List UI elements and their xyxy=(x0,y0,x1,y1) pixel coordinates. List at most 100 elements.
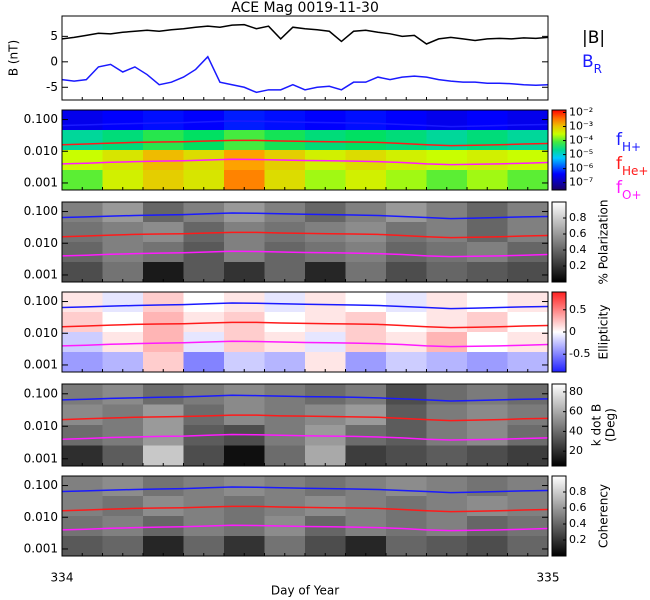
heat-cell xyxy=(426,222,468,243)
legend-name: f xyxy=(616,154,623,174)
heat-cell xyxy=(143,150,184,171)
legend-name: B xyxy=(582,52,594,72)
heat-cell xyxy=(224,202,265,223)
heat-cell xyxy=(102,516,144,537)
heat-cell xyxy=(102,496,144,517)
heat-cell xyxy=(467,150,508,171)
heat-cell xyxy=(143,332,184,353)
heat-cell xyxy=(345,130,387,151)
colorbar-tick-label: 0.8 xyxy=(569,211,587,224)
heat-cell xyxy=(264,404,306,426)
heat-cell xyxy=(467,170,508,190)
y-axis-label: B (nT) xyxy=(7,40,21,76)
heat-cell xyxy=(305,496,346,517)
heat-cell xyxy=(102,384,144,405)
heat-cell xyxy=(426,242,468,263)
heat-cell xyxy=(224,332,265,353)
y-tick-label: 0.100 xyxy=(24,204,58,218)
series-line xyxy=(62,212,548,220)
heat-cell xyxy=(507,130,548,151)
heat-cell xyxy=(102,150,144,171)
legend-name: |B| xyxy=(582,28,605,48)
heat-cell xyxy=(224,425,265,446)
heat-cell xyxy=(102,170,144,190)
heat-cell xyxy=(507,170,548,190)
y-tick-label: 0.100 xyxy=(24,478,58,492)
heat-cell xyxy=(102,536,144,556)
heat-cell xyxy=(102,110,144,131)
heat-cell xyxy=(386,312,427,333)
x-axis-label: Day of Year xyxy=(271,584,339,598)
colorbar-tick-label: 40 xyxy=(569,424,583,437)
heat-cell xyxy=(143,384,184,405)
heat-cell xyxy=(62,404,103,426)
heat-cell xyxy=(305,110,346,131)
heat-cell xyxy=(386,202,427,223)
heat-cell xyxy=(224,536,265,556)
heat-cell xyxy=(426,262,468,282)
colorbar xyxy=(551,383,567,467)
legend-subscript: He+ xyxy=(622,164,648,178)
heat-cell xyxy=(345,312,387,333)
heat-cell xyxy=(345,242,387,263)
heat-cell xyxy=(62,536,103,556)
legend-subscript: O+ xyxy=(622,188,642,202)
heat-cell xyxy=(467,352,508,372)
y-tick-label: 0.001 xyxy=(24,175,58,189)
heat-cell xyxy=(62,150,103,171)
y-tick-label: 0 xyxy=(50,54,58,68)
heat-cell xyxy=(386,516,427,537)
heat-cell xyxy=(386,222,427,243)
heat-cell xyxy=(345,222,387,243)
heat-cell xyxy=(426,476,468,497)
heat-cell xyxy=(507,536,548,556)
heat-cell xyxy=(386,404,427,426)
heat-cell xyxy=(264,170,306,190)
heat-cell xyxy=(467,516,508,537)
heat-cell xyxy=(426,352,468,372)
plot-area xyxy=(62,384,548,466)
heat-cell xyxy=(426,292,468,313)
heat-cell xyxy=(467,110,508,131)
heat-cell xyxy=(62,425,103,446)
heat-cell xyxy=(224,476,265,497)
heat-cell xyxy=(264,110,306,131)
series-line xyxy=(62,414,548,422)
legend-name: f xyxy=(616,178,623,198)
y-tick-label: 5 xyxy=(50,29,58,43)
heat-cell xyxy=(102,242,144,263)
heat-cell xyxy=(62,312,103,333)
heat-cell xyxy=(507,516,548,537)
colorbar-tick-label: 0.6 xyxy=(569,227,587,240)
heat-cell xyxy=(345,332,387,353)
heat-cell xyxy=(426,496,468,517)
heat-cell xyxy=(224,170,265,190)
heat-cell xyxy=(102,222,144,243)
heat-cell xyxy=(62,130,103,151)
heat-cell xyxy=(386,384,427,405)
heat-cell xyxy=(143,110,184,131)
heat-cell xyxy=(62,242,103,263)
heat-cell xyxy=(305,170,346,190)
heat-cell xyxy=(224,516,265,537)
heat-cell xyxy=(264,476,306,497)
heat-cell xyxy=(143,404,184,426)
heat-cell xyxy=(345,170,387,190)
heat-cell xyxy=(507,202,548,223)
heat-cell xyxy=(507,384,548,405)
heat-cell xyxy=(426,130,468,151)
heat-cell xyxy=(183,404,225,426)
plot-area xyxy=(62,476,548,556)
heat-cell xyxy=(467,130,508,151)
series-line xyxy=(62,433,548,441)
legend-label: fHe+ xyxy=(616,154,648,178)
colorbar-tick-label: 0.2 xyxy=(569,259,587,272)
heat-cell xyxy=(386,150,427,171)
y-tick-label: 0.001 xyxy=(24,541,58,555)
heat-cell xyxy=(467,445,508,466)
heat-cell xyxy=(305,222,346,243)
heat-cell xyxy=(305,352,346,372)
panel: 0.2 0.4 0.6 0.8 % Polarization 0.100 0.010 0.00… xyxy=(24,200,611,285)
heat-cell xyxy=(467,476,508,497)
series-line xyxy=(62,231,548,239)
